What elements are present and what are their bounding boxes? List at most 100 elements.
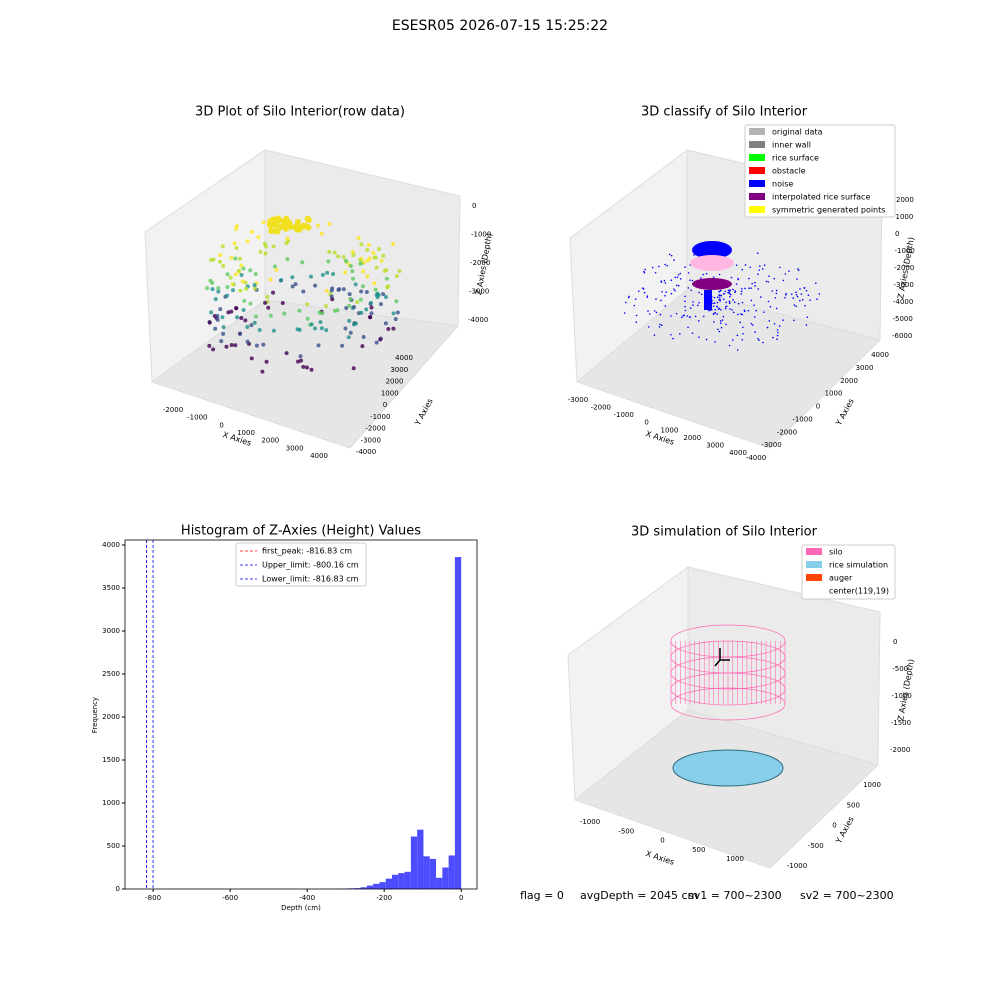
decor-point bbox=[661, 290, 663, 293]
decor-point bbox=[776, 334, 779, 337]
legend-label: silo bbox=[829, 548, 843, 557]
decor-point bbox=[271, 328, 276, 333]
decor-point bbox=[644, 268, 646, 271]
decor-point bbox=[361, 269, 366, 274]
y-tick-label: 1000 bbox=[381, 389, 399, 397]
decor-point bbox=[268, 277, 273, 282]
decor-point bbox=[670, 315, 672, 317]
decor-point bbox=[263, 244, 268, 249]
z-tick-label: -1000 bbox=[895, 247, 915, 255]
decor-point bbox=[384, 267, 389, 272]
decor-point bbox=[381, 253, 386, 258]
decor-point bbox=[702, 315, 705, 318]
legend-box bbox=[744, 124, 896, 218]
decor-point bbox=[741, 287, 743, 290]
decor-point bbox=[814, 282, 817, 284]
decor-point bbox=[719, 300, 721, 302]
decor-point bbox=[221, 325, 226, 330]
decor-point bbox=[330, 297, 335, 302]
y-tick-label: -2000 bbox=[365, 425, 385, 433]
decor-point bbox=[318, 320, 323, 325]
decor-point bbox=[718, 291, 720, 293]
legend-swatch bbox=[749, 154, 765, 161]
decor-point bbox=[741, 268, 744, 271]
decor-point bbox=[713, 296, 716, 299]
decor-point bbox=[740, 293, 743, 295]
x-tick-label: 0 bbox=[660, 837, 664, 845]
decor-point bbox=[722, 315, 725, 318]
decor-point bbox=[698, 301, 700, 304]
decor-point bbox=[249, 229, 254, 234]
decor-point bbox=[728, 302, 731, 304]
decor-point bbox=[766, 326, 769, 329]
decor-point bbox=[313, 326, 318, 331]
decor-point bbox=[215, 317, 220, 322]
decor-point bbox=[290, 275, 295, 280]
decor-cluster bbox=[704, 290, 712, 310]
decor-point bbox=[655, 298, 657, 300]
decor-point bbox=[391, 311, 396, 316]
decor-point bbox=[687, 326, 689, 329]
decor-point bbox=[775, 307, 778, 310]
decor-point bbox=[716, 301, 719, 304]
decor-point bbox=[397, 269, 402, 274]
decor-point bbox=[348, 330, 353, 335]
decor-point bbox=[205, 286, 210, 291]
y-tick-label: 4000 bbox=[102, 541, 120, 549]
decor-point bbox=[670, 279, 673, 281]
decor-point bbox=[249, 323, 254, 328]
decor-point bbox=[734, 290, 737, 292]
decor-point bbox=[296, 226, 303, 233]
decor-point bbox=[712, 305, 715, 308]
decor-point bbox=[653, 334, 656, 336]
decor-point bbox=[653, 310, 656, 312]
bar bbox=[442, 867, 449, 889]
y-tick-label: -3000 bbox=[361, 436, 381, 444]
decor-point bbox=[209, 310, 214, 315]
decor-point bbox=[740, 290, 743, 293]
decor-point bbox=[368, 315, 373, 320]
decor-point bbox=[666, 264, 669, 267]
y-tick-label: 0 bbox=[383, 401, 387, 409]
decor-point bbox=[785, 292, 788, 295]
decor-point bbox=[279, 278, 284, 283]
x-tick-label: 2000 bbox=[683, 434, 701, 442]
decor-point bbox=[635, 321, 638, 324]
bar bbox=[354, 888, 361, 889]
decor-point bbox=[325, 270, 330, 275]
decor-point bbox=[744, 287, 746, 290]
decor-point bbox=[351, 276, 356, 281]
decor-point bbox=[219, 339, 224, 344]
z-tick-label: -3000 bbox=[894, 281, 914, 289]
decor-point bbox=[643, 291, 646, 294]
decor-point bbox=[336, 254, 341, 259]
decor-point bbox=[720, 326, 723, 329]
decor-point bbox=[762, 311, 765, 313]
x-tick-label: -500 bbox=[618, 827, 634, 835]
decor-point bbox=[660, 324, 663, 327]
decor-point bbox=[782, 279, 785, 282]
bar bbox=[360, 887, 367, 889]
decor-point bbox=[687, 272, 690, 274]
bar bbox=[366, 885, 374, 889]
decor-point bbox=[252, 283, 257, 288]
decor-point bbox=[687, 287, 690, 289]
decor-point bbox=[623, 312, 626, 314]
y-tick-label: 0 bbox=[816, 403, 820, 411]
decor-point bbox=[355, 300, 360, 305]
decor-point bbox=[245, 324, 250, 329]
decor-point bbox=[806, 316, 809, 318]
decor-point bbox=[348, 296, 353, 301]
decor-point bbox=[285, 257, 290, 262]
decor-point bbox=[779, 266, 781, 269]
decor-point bbox=[720, 322, 722, 324]
chart-title: 3D Plot of Silo Interior(row data) bbox=[195, 105, 405, 120]
decor-point bbox=[274, 267, 279, 272]
y-tick-label: 4000 bbox=[395, 354, 413, 362]
decor-point bbox=[748, 287, 750, 290]
x-tick-label: 500 bbox=[692, 846, 705, 854]
decor-point bbox=[769, 305, 772, 308]
x-tick-label: -2000 bbox=[163, 406, 183, 414]
decor-point bbox=[689, 279, 691, 281]
decor-point bbox=[758, 269, 760, 271]
